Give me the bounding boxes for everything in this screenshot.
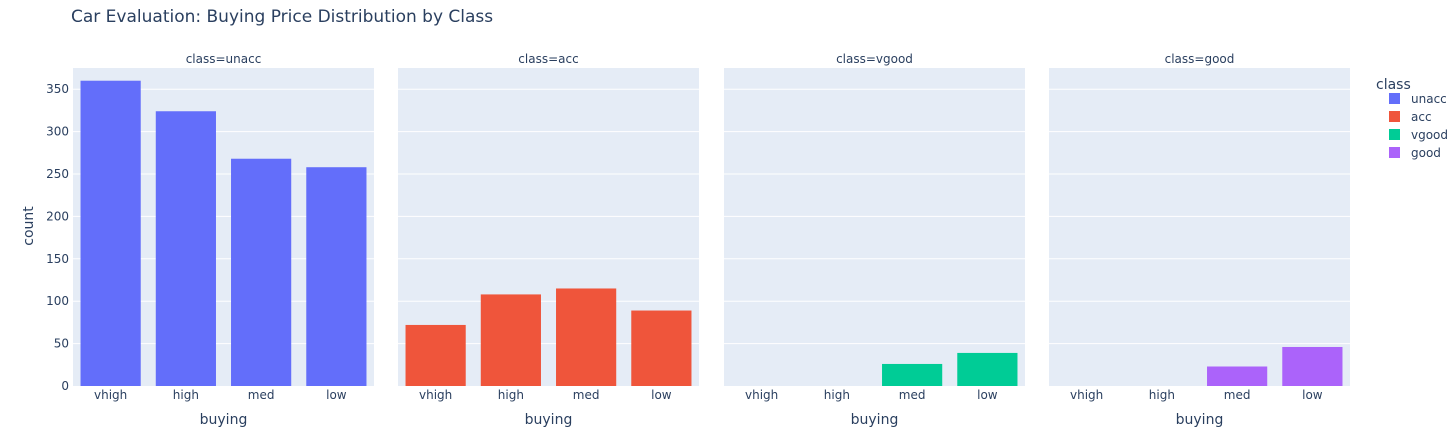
legend-label: good xyxy=(1411,146,1441,160)
bar-acc-high[interactable] xyxy=(480,294,541,386)
y-tick-label: 150 xyxy=(46,252,69,266)
facet-acc: class=acc vhigh high med low buying xyxy=(398,52,699,428)
legend-swatch xyxy=(1389,93,1400,104)
legend-title: class xyxy=(1376,77,1411,93)
x-tick-label: vhigh xyxy=(1070,388,1103,402)
y-tick-label: 200 xyxy=(46,209,69,223)
x-tick-label: vhigh xyxy=(745,388,778,402)
x-tick-label: low xyxy=(977,388,998,402)
y-tick-label: 300 xyxy=(46,125,69,139)
x-tick-label: vhigh xyxy=(419,388,452,402)
bar-acc-med[interactable] xyxy=(556,288,617,386)
y-tick-label: 0 xyxy=(61,379,69,393)
x-tick-label: high xyxy=(1149,388,1175,402)
facet-unacc: class=unacc vhigh high med low buying 0 50 100 15… xyxy=(46,52,374,428)
y-tick-label: 50 xyxy=(54,337,69,351)
legend-label: vgood xyxy=(1411,128,1448,142)
chart-title: Car Evaluation: Buying Price Distributio… xyxy=(71,7,493,27)
x-tick-label: med xyxy=(1224,388,1251,402)
facet-title: class=acc xyxy=(518,52,578,66)
y-tick-label: 350 xyxy=(46,82,69,96)
x-tick-label: vhigh xyxy=(94,388,127,402)
x-tick-label: low xyxy=(651,388,672,402)
facet-vgood: class=vgood vhigh high med low buying xyxy=(724,52,1025,428)
facet-title: class=good xyxy=(1165,52,1235,66)
legend-swatch xyxy=(1389,147,1400,158)
facet-good: class=good vhigh high med low buying xyxy=(1049,52,1350,428)
x-axis-label: buying xyxy=(200,412,248,428)
x-tick-label: low xyxy=(1302,388,1323,402)
legend-items[interactable]: unacc acc vgood good xyxy=(1389,92,1448,160)
plot-area-good xyxy=(1049,68,1350,386)
legend[interactable]: class unacc acc vgood good xyxy=(1376,77,1448,160)
x-tick-label: high xyxy=(498,388,524,402)
facets: class=unacc vhigh high med low buying 0 50 100 15… xyxy=(46,52,1350,428)
legend-item-acc[interactable]: acc xyxy=(1389,110,1432,124)
bar-acc-low[interactable] xyxy=(631,310,692,386)
bar-unacc-vhigh[interactable] xyxy=(80,80,141,386)
bar-vgood-med[interactable] xyxy=(882,363,943,386)
legend-item-good[interactable]: good xyxy=(1389,146,1441,160)
x-axis-label: buying xyxy=(851,412,899,428)
x-tick-label: low xyxy=(326,388,347,402)
y-tick-label: 250 xyxy=(46,167,69,181)
x-tick-label: high xyxy=(824,388,850,402)
legend-item-vgood[interactable]: vgood xyxy=(1389,128,1448,142)
bar-good-med[interactable] xyxy=(1207,366,1268,386)
bar-acc-vhigh[interactable] xyxy=(405,324,466,386)
bar-good-low[interactable] xyxy=(1282,346,1343,386)
facet-title: class=unacc xyxy=(186,52,262,66)
x-tick-label: med xyxy=(248,388,275,402)
legend-swatch xyxy=(1389,111,1400,122)
bar-vgood-low[interactable] xyxy=(957,352,1018,386)
x-tick-label: high xyxy=(173,388,199,402)
y-axis-label: count xyxy=(21,206,37,246)
legend-label: unacc xyxy=(1411,92,1447,106)
x-axis-label: buying xyxy=(525,412,573,428)
bar-unacc-low[interactable] xyxy=(306,167,367,386)
bar-unacc-high[interactable] xyxy=(155,111,216,387)
y-tick-label: 100 xyxy=(46,294,69,308)
facet-title: class=vgood xyxy=(836,52,913,66)
x-axis-label: buying xyxy=(1176,412,1224,428)
x-tick-label: med xyxy=(573,388,600,402)
legend-label: acc xyxy=(1411,110,1432,124)
legend-item-unacc[interactable]: unacc xyxy=(1389,92,1447,106)
x-tick-label: med xyxy=(899,388,926,402)
plot-area-vgood xyxy=(724,68,1025,386)
legend-swatch xyxy=(1389,129,1400,140)
bar-unacc-med[interactable] xyxy=(231,158,292,386)
